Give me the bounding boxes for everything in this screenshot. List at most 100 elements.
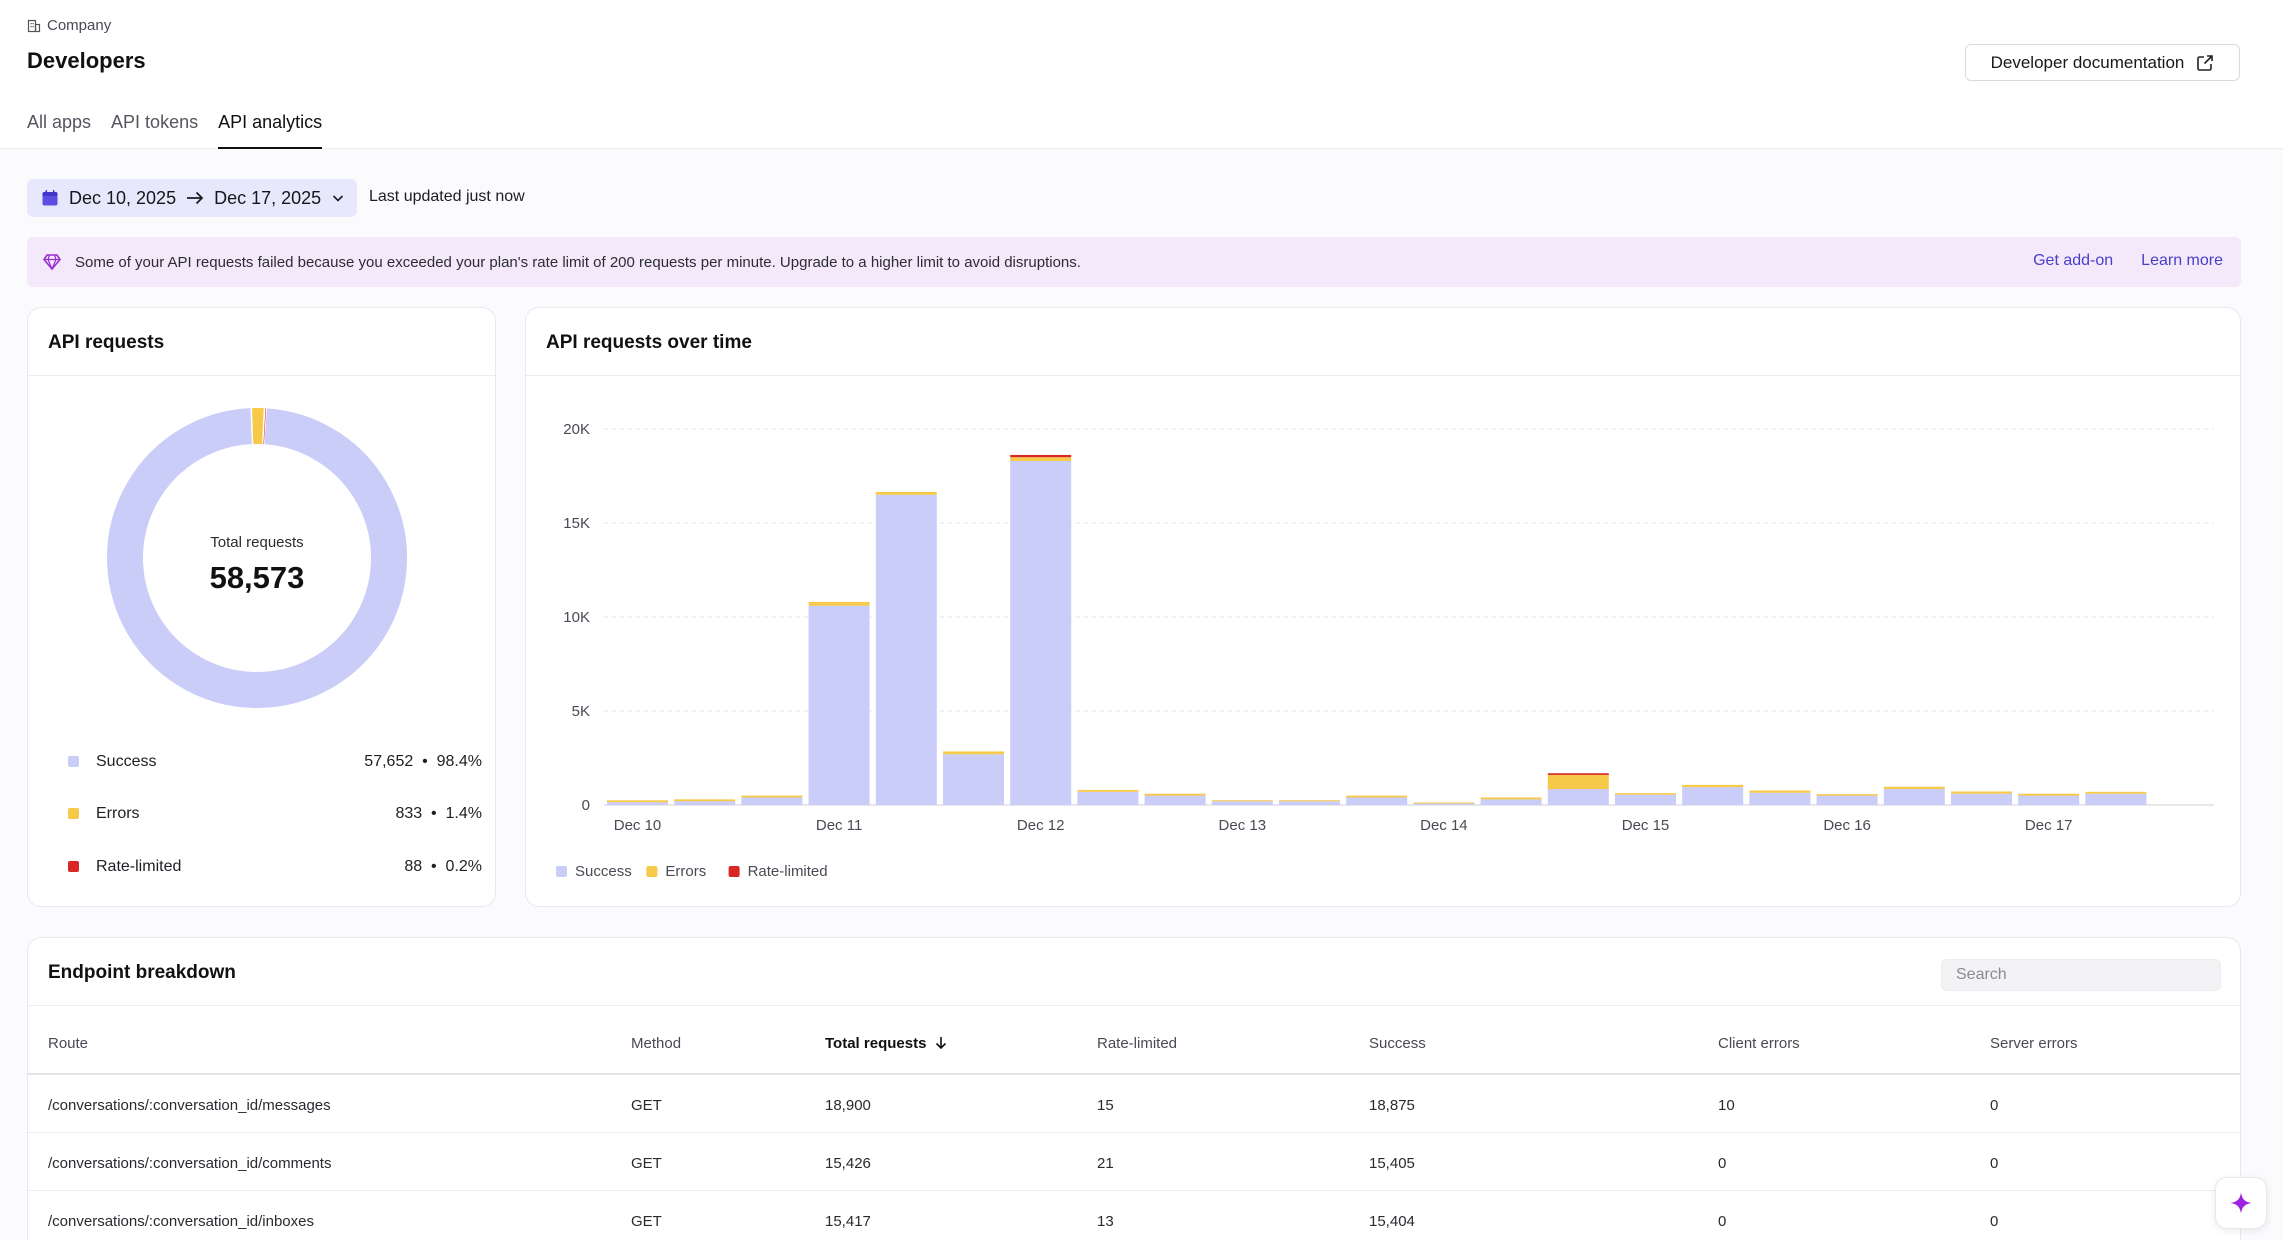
bar-segment-errors[interactable]	[943, 751, 1004, 755]
bar-segment-success[interactable]	[1615, 794, 1676, 805]
x-tick-label: Dec 13	[1219, 817, 1267, 834]
legend-item-rate-limited[interactable]: Rate-limited	[748, 863, 828, 880]
donut-slice-success[interactable]	[107, 408, 407, 708]
bar-segment-success[interactable]	[2018, 795, 2080, 805]
bar-segment-errors[interactable]	[1883, 786, 1945, 790]
column-header-client-errors[interactable]: Client errors	[1718, 1035, 1800, 1052]
bar-segment-success[interactable]	[1951, 793, 2012, 805]
bar-segment-errors[interactable]	[1077, 789, 1139, 792]
bar-segment-success[interactable]	[1144, 795, 1206, 805]
column-header-total-requests[interactable]: Total requests	[825, 1035, 947, 1052]
date-range-picker[interactable]: Dec 10, 2025 Dec 17, 2025	[27, 179, 357, 217]
bar-segment-success[interactable]	[943, 754, 1004, 805]
legend-item-success[interactable]: Success	[575, 863, 632, 880]
tab-all-apps[interactable]: All apps	[27, 112, 92, 132]
bar-segment-errors[interactable]	[674, 799, 736, 802]
bar-segment-errors[interactable]	[1951, 791, 2012, 794]
column-header-server-errors[interactable]: Server errors	[1990, 1035, 2078, 1052]
bar-segment-errors[interactable]	[1010, 457, 1072, 461]
tab-api-tokens[interactable]: API tokens	[111, 112, 199, 132]
search-input[interactable]	[1941, 959, 2221, 991]
bar-segment-success[interactable]	[1816, 795, 1878, 805]
bar-segment-success[interactable]	[1346, 797, 1408, 805]
bar-segment-errors[interactable]	[1480, 797, 1542, 800]
legend-value-errors: 833 • 1.4%	[395, 805, 482, 822]
x-tick-label: Dec 16	[1823, 817, 1871, 834]
cell-route: /conversations/:conversation_id/inboxes	[48, 1213, 314, 1230]
bar-segment-success[interactable]	[1749, 792, 1811, 805]
column-header-rate-limited[interactable]: Rate-limited	[1097, 1035, 1178, 1052]
column-header-route[interactable]: Route	[48, 1035, 89, 1052]
bar-segment-success[interactable]	[1413, 803, 1475, 805]
bar-segment-errors[interactable]	[1144, 793, 1206, 796]
table-row[interactable]: /conversations/:conversation_id/messages…	[28, 1075, 2242, 1133]
y-tick-label: 10K	[563, 609, 590, 626]
bar-segment-errors[interactable]	[1816, 794, 1878, 796]
bar-segment-success[interactable]	[1883, 789, 1945, 805]
page-header: Company Developers Developer documentati…	[0, 0, 2283, 149]
bar-segment-errors[interactable]	[1749, 790, 1811, 793]
bar-segment-errors[interactable]	[607, 800, 668, 803]
column-header-method[interactable]: Method	[631, 1035, 682, 1052]
bar-segment-errors[interactable]	[1279, 800, 1340, 802]
bar-segment-errors[interactable]	[2018, 793, 2080, 796]
requests-bar-chart: 0 5K 10K 15K 20K Dec 10 Dec 11 Dec 12 Dec 13 Dec …	[556, 421, 2214, 880]
legend-name-success: Success	[96, 753, 157, 770]
bar-segment-errors[interactable]	[875, 491, 937, 495]
column-header-success[interactable]: Success	[1369, 1035, 1426, 1052]
breadcrumb-label: Company	[47, 17, 112, 34]
banner-links: Get add-on Learn more	[2033, 252, 2223, 270]
x-tick-label: Dec 15	[1622, 817, 1670, 834]
doc-button-label: Developer documentation	[1990, 52, 2185, 72]
bar-segment-rate-limited[interactable]	[1547, 773, 1609, 775]
bar-segment-rate-limited[interactable]	[1010, 454, 1072, 458]
bar-segment-errors[interactable]	[1413, 802, 1475, 804]
developer-documentation-button[interactable]: Developer documentation	[1965, 44, 2240, 81]
bar-segment-errors[interactable]	[808, 601, 870, 606]
bar-segment-errors[interactable]	[1615, 793, 1676, 795]
table-row[interactable]: /conversations/:conversation_id/comments…	[28, 1133, 2242, 1191]
bar-segment-success[interactable]	[1682, 787, 1744, 805]
bar-segment-errors[interactable]	[1346, 795, 1408, 798]
bar-segment-success[interactable]	[875, 494, 937, 805]
endpoint-breakdown-card: Endpoint breakdown Route Method Total re…	[27, 937, 2242, 1240]
rate-limit-banner: Some of your API requests failed because…	[27, 237, 2241, 287]
cell-method: GET	[631, 1155, 662, 1172]
legend-item-errors[interactable]: Errors	[665, 863, 706, 880]
requests-donut-chart	[107, 408, 407, 708]
ai-assistant-button[interactable]	[2215, 1177, 2267, 1229]
bar-segment-success[interactable]	[2085, 793, 2147, 805]
get-addon-link[interactable]: Get add-on	[2033, 252, 2114, 269]
bar-segment-success[interactable]	[1279, 801, 1340, 805]
bar-segment-success[interactable]	[607, 802, 668, 805]
bar-segment-success[interactable]	[1077, 791, 1139, 805]
page-title: Developers	[27, 48, 146, 73]
api-requests-title: API requests	[48, 332, 165, 353]
bar-segment-errors[interactable]	[1547, 774, 1609, 790]
cell-client-errors: 10	[1718, 1097, 1735, 1114]
external-link-icon	[2197, 54, 2214, 71]
breadcrumb[interactable]: Company	[27, 17, 111, 34]
tab-api-analytics[interactable]: API analytics	[218, 110, 323, 149]
bar-segment-success[interactable]	[674, 801, 736, 805]
requests-over-time-title: API requests over time	[546, 332, 752, 353]
chevron-down-icon	[333, 195, 344, 202]
bar-segment-errors[interactable]	[741, 795, 803, 798]
bar-segment-success[interactable]	[741, 797, 803, 805]
bar-segment-errors[interactable]	[1682, 784, 1744, 788]
table-row[interactable]: /conversations/:conversation_id/inboxes …	[28, 1191, 2242, 1240]
bar-segment-success[interactable]	[808, 605, 870, 805]
bar-segment-success[interactable]	[1010, 460, 1072, 805]
cell-success: 15,404	[1369, 1213, 1415, 1230]
learn-more-link[interactable]: Learn more	[2141, 252, 2223, 269]
bar-segment-success[interactable]	[1480, 799, 1542, 805]
cell-rate-limited: 15	[1097, 1097, 1114, 1114]
bar-segment-errors[interactable]	[2085, 791, 2147, 794]
sparkle-icon	[2230, 1192, 2252, 1214]
bar-segment-success[interactable]	[1211, 801, 1273, 805]
bar-segment-success[interactable]	[1547, 789, 1609, 805]
legend-value-rate-limited: 88 • 0.2%	[404, 858, 482, 875]
cell-server-errors: 0	[1990, 1155, 1999, 1172]
bar-segment-errors[interactable]	[1211, 800, 1273, 802]
legend-item-success-swatch	[556, 866, 567, 877]
